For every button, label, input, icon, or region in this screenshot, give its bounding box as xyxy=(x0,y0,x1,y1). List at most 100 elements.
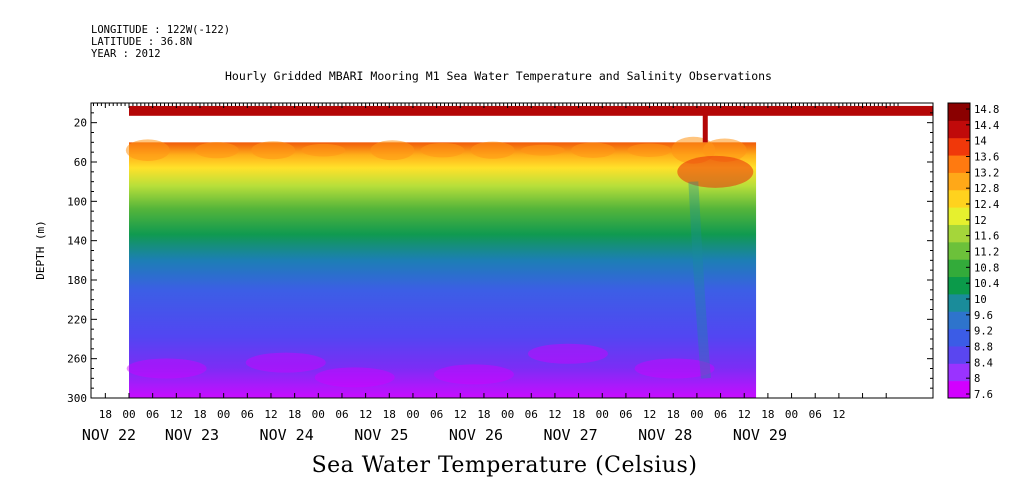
colorbar-swatch xyxy=(948,207,970,225)
temperature-field xyxy=(129,142,757,398)
colorbar-tick-label: 14.8 xyxy=(974,104,999,116)
x-hour-label: 00 xyxy=(690,408,703,421)
colorbar-tick-label: 9.2 xyxy=(974,326,993,338)
warm-plume xyxy=(125,139,170,161)
x-hour-label: 18 xyxy=(383,408,396,421)
colorbar-swatch xyxy=(948,363,970,382)
x-hour-label: 00 xyxy=(785,408,798,421)
y-tick-label: 20 xyxy=(74,117,87,130)
colorbar-swatch xyxy=(948,155,970,173)
x-hour-label: 12 xyxy=(832,408,845,421)
colorbar-tick-label: 10 xyxy=(974,294,987,306)
x-hour-label: 18 xyxy=(477,408,490,421)
x-hour-label: 18 xyxy=(99,408,112,421)
x-hour-label: 12 xyxy=(170,408,183,421)
y-tick-label: 180 xyxy=(67,274,87,287)
colorbar-tick-label: 14.4 xyxy=(974,120,999,132)
x-hour-label: 18 xyxy=(761,408,774,421)
colorbar-swatch xyxy=(948,259,970,278)
x-axis: 18 00 06 12 18 00 06 12 18 00 06 12 18 00 06 12 18 00 06 12… xyxy=(82,103,899,444)
y-tick-label: 60 xyxy=(74,156,87,169)
colorbar-swatch xyxy=(948,241,970,260)
cold-patch xyxy=(634,358,715,379)
heatmap-layer xyxy=(125,105,933,398)
y-tick-label: 140 xyxy=(67,235,87,248)
warm-plume xyxy=(470,141,515,159)
x-day-label: NOV 29 xyxy=(733,426,787,444)
x-hour-label: 00 xyxy=(312,408,325,421)
x-hour-label: 06 xyxy=(335,408,348,421)
x-hour-label: 18 xyxy=(572,408,585,421)
colorbar-tick-label: 12.4 xyxy=(974,199,999,211)
longitude-label: LONGITUDE : 122W(-122) xyxy=(91,24,231,36)
warm-plume xyxy=(627,143,672,157)
warm-intrusion xyxy=(677,155,754,188)
colorbar-swatch xyxy=(948,276,970,295)
x-hour-label: 06 xyxy=(146,408,159,421)
plot-title: Hourly Gridded MBARI Mooring M1 Sea Wate… xyxy=(225,69,772,83)
x-hour-label: 12 xyxy=(738,408,751,421)
cold-patch xyxy=(527,343,608,364)
y-tick-label: 220 xyxy=(67,313,87,326)
colorbar-tick-label: 9.6 xyxy=(974,310,993,322)
x-day-label: NOV 23 xyxy=(165,426,219,444)
x-hour-label: 06 xyxy=(619,408,632,421)
x-hour-label: 00 xyxy=(122,408,135,421)
colorbar-tick-label: 8.8 xyxy=(974,342,993,354)
colorbar-tick-label: 11.2 xyxy=(974,247,999,259)
y-tick-label: 300 xyxy=(67,392,87,405)
surface-spike xyxy=(702,114,708,143)
warm-plume xyxy=(251,141,296,160)
warm-plume xyxy=(420,143,465,158)
colorbar-tick-label: 8.4 xyxy=(974,357,993,369)
warm-plume xyxy=(194,142,239,159)
colorbar-swatch xyxy=(948,293,970,312)
colorbar-swatch xyxy=(948,311,970,330)
x-hour-label: 12 xyxy=(359,408,372,421)
warm-plume xyxy=(571,142,616,158)
colorbar-tick-label: 13.6 xyxy=(974,152,999,164)
colorbar-swatch xyxy=(948,120,970,139)
x-day-label: NOV 25 xyxy=(354,426,408,444)
warm-plume xyxy=(520,144,565,156)
colorbar-swatch xyxy=(948,172,970,191)
x-day-label: NOV 26 xyxy=(449,426,503,444)
y-tick-label: 260 xyxy=(67,353,87,366)
warm-plume xyxy=(370,140,415,161)
colorbar-variable-title: Sea Water Temperature (Celsius) xyxy=(311,453,698,478)
x-hour-label: 06 xyxy=(241,408,254,421)
cold-patch xyxy=(245,352,326,373)
colorbar-tick-label: 13.2 xyxy=(974,167,999,179)
x-day-label: NOV 28 xyxy=(638,426,692,444)
x-hour-label: 12 xyxy=(454,408,467,421)
colorbar-tick-label: 10.4 xyxy=(974,278,999,290)
upwelling-streak xyxy=(688,181,711,379)
latitude-label: LATITUDE : 36.8N xyxy=(91,36,193,48)
colorbar-swatch xyxy=(948,224,970,243)
x-hour-label: 00 xyxy=(596,408,609,421)
cold-patch xyxy=(126,358,207,379)
x-hour-label: 06 xyxy=(430,408,443,421)
colorbar-tick-label: 12 xyxy=(974,215,987,227)
x-hour-label: 00 xyxy=(501,408,514,421)
colorbar-tick-label: 11.6 xyxy=(974,231,999,243)
cold-patch xyxy=(433,364,514,385)
colorbar-tick-label: 12.8 xyxy=(974,183,999,195)
x-hour-label: 06 xyxy=(809,408,822,421)
x-hour-label: 12 xyxy=(264,408,277,421)
colorbar-border xyxy=(947,102,971,399)
colorbar-tick-label: 14 xyxy=(974,136,987,148)
colorbar-tick-label: 10.8 xyxy=(974,262,999,274)
colorbar-swatch xyxy=(948,380,970,399)
x-day-label: NOV 24 xyxy=(260,426,314,444)
colorbar-tick-label: 8 xyxy=(974,373,980,385)
cold-patch xyxy=(314,367,395,388)
x-hour-label: 12 xyxy=(643,408,656,421)
surface-temperature-band xyxy=(129,105,933,116)
x-day-label: NOV 27 xyxy=(544,426,598,444)
colorbar-swatch xyxy=(948,345,970,364)
x-hour-label: 06 xyxy=(714,408,727,421)
colorbar: 7.6 8 8.4 8.8 9.2 9.6 10 10.4 10.8 11.2 11.6 12 12.4… xyxy=(947,102,999,401)
colorbar-swatch xyxy=(948,189,970,208)
